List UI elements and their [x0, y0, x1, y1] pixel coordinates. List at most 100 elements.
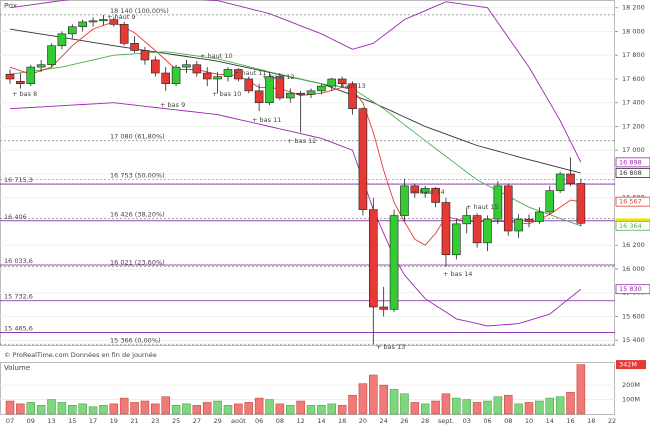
volume-bar [16, 403, 25, 415]
candle-body [182, 64, 191, 68]
x-tick-label: 15 [68, 417, 76, 425]
volume-bar [337, 405, 347, 415]
candle-body [296, 92, 305, 95]
candle-body [78, 21, 87, 28]
candle-body [368, 209, 378, 308]
volume-bar [472, 402, 482, 415]
indicator-line [9, 102, 582, 327]
price-tag-label: 16 898 [619, 158, 642, 166]
annotation: + haut 11 [234, 69, 267, 77]
y-tick-label: 17 800 [622, 51, 645, 59]
candle-body [161, 72, 170, 85]
x-tick-label: août [231, 417, 246, 425]
price-tag-label: 16 808 [619, 169, 642, 177]
price-tag [615, 196, 650, 207]
candle-body [26, 66, 36, 85]
fib-label: 15 366 (0,00%) [110, 336, 161, 344]
candle-body [57, 33, 67, 47]
x-tick-label: 08 [504, 417, 512, 425]
plot-area [0, 0, 615, 345]
x-tick-label: 10 [525, 417, 533, 425]
volume-bar [535, 400, 544, 415]
annotation: + haut 10 [200, 52, 233, 60]
candle-body [379, 306, 388, 310]
candle-body [566, 173, 575, 184]
x-tick-label: 26 [400, 417, 408, 425]
y-tick-label: 17 000 [622, 146, 645, 154]
candle-body [223, 69, 233, 77]
volume-bar [26, 402, 36, 415]
volume-bar [68, 405, 77, 415]
volume-bar [130, 402, 139, 415]
volume-bar [555, 396, 565, 415]
volume-tag-label: 342M [619, 361, 637, 369]
price-tag [615, 168, 650, 178]
annotation: + haut 13 [333, 82, 366, 90]
volume-bar [161, 396, 170, 415]
volume-bar [5, 400, 15, 415]
candle-body [327, 78, 337, 87]
x-tick-label: 12 [296, 417, 304, 425]
level-label: 16 406 [4, 213, 27, 221]
volume-bar [286, 405, 295, 415]
volume-bar [369, 374, 378, 415]
volume-bar [99, 405, 108, 415]
indicator-line [9, 51, 582, 227]
level-label: 15 465,6 [4, 324, 33, 332]
x-tick-label: 03 [463, 417, 471, 425]
level-label: 16 715,3 [4, 176, 33, 184]
candle-body [254, 90, 264, 104]
volume-bar [379, 384, 388, 415]
volume-bar [151, 403, 160, 415]
y-tick-label: 18 200 [622, 4, 645, 12]
price-tag [615, 157, 650, 168]
x-tick-label: 06 [255, 417, 263, 425]
price-tag-label: 16 567 [619, 198, 642, 206]
candle-body [5, 73, 15, 80]
fib-label: 16 426 (38,20%) [110, 210, 165, 218]
candle-body [234, 69, 243, 80]
candle-body [36, 64, 46, 68]
candle-body [410, 185, 420, 194]
volume-bar [223, 405, 233, 415]
volume-bar [296, 400, 305, 415]
annotation: + bas 12 [287, 137, 316, 145]
volume-bar [452, 397, 461, 415]
fib-label: 17 080 (61,80%) [110, 133, 165, 141]
level-label: 15 732,6 [4, 293, 33, 301]
y-tick-label: 15 400 [622, 336, 645, 344]
volume-bar [348, 394, 357, 415]
volume-bar [244, 402, 253, 415]
volume-bar [88, 406, 98, 415]
candle-body [452, 223, 461, 256]
y-tick-label: 18 000 [622, 27, 645, 35]
candle-body [389, 215, 399, 310]
volume-bar [420, 403, 430, 415]
candle-body [576, 183, 586, 224]
x-tick-label: 07 [6, 417, 14, 425]
y-tick-label: 17 200 [622, 122, 645, 130]
candle-body [524, 218, 534, 222]
volume-bar [441, 393, 451, 415]
candle-body [213, 76, 222, 80]
x-tick-label: 14 [317, 417, 325, 425]
candle-body [535, 211, 544, 222]
x-tick-label: 17 [89, 417, 97, 425]
annotation: + bas 8 [12, 90, 37, 98]
volume-bar [119, 397, 129, 415]
volume-bar [78, 403, 87, 415]
x-tick-label: 28 [421, 417, 429, 425]
volume-bar [306, 405, 316, 415]
volume-bar [202, 402, 212, 415]
fib-label: 16 753 (50,00%) [110, 172, 165, 180]
price-tag-label: 15 830 [619, 285, 642, 293]
candle-body [514, 218, 523, 232]
x-tick-label: 08 [276, 417, 284, 425]
volume-tick-label: 100M [622, 396, 640, 404]
volume-bar [431, 400, 440, 415]
candle-body [493, 185, 503, 220]
annotation: + bas 10 [212, 90, 241, 98]
x-tick-label: 20 [359, 417, 367, 425]
volume-bar [524, 402, 534, 415]
annotation: + haut 15 [466, 203, 499, 211]
